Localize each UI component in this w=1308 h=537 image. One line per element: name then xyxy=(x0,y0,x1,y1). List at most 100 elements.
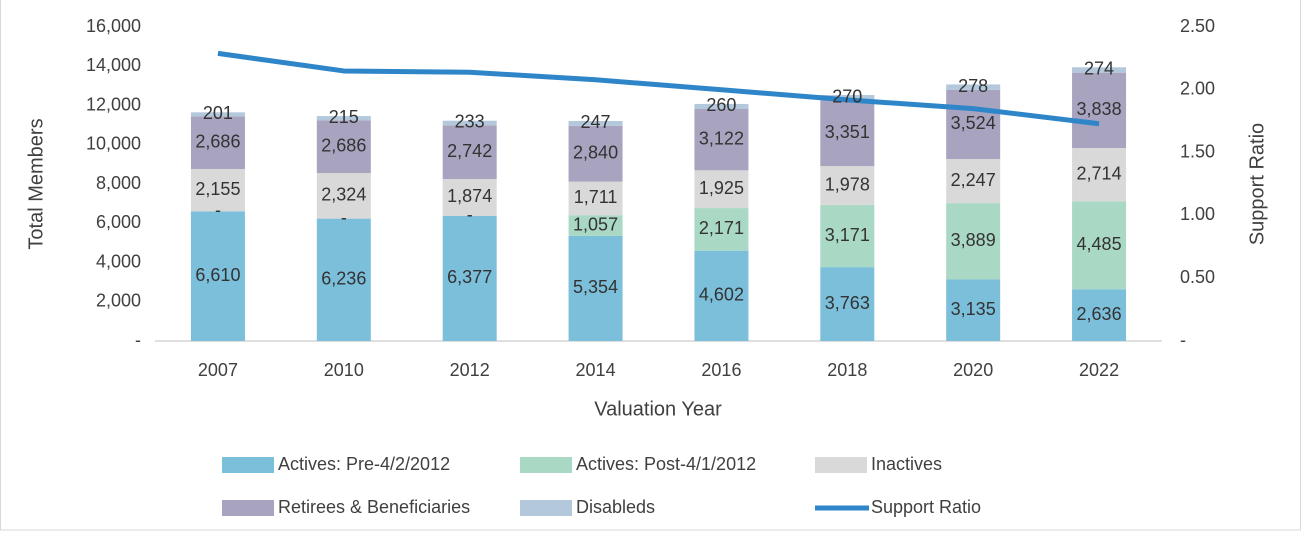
data-label: 1,057 xyxy=(573,214,618,234)
data-label: 2,742 xyxy=(447,141,492,161)
data-label: - xyxy=(467,205,473,225)
legend-swatch xyxy=(520,457,572,473)
data-label: 2,840 xyxy=(573,142,618,162)
x-tick-label: 2020 xyxy=(953,360,993,380)
legend-swatch xyxy=(222,500,274,516)
data-label: 6,610 xyxy=(195,265,240,285)
data-label: 270 xyxy=(832,86,862,106)
legend-label: Inactives xyxy=(871,454,942,474)
y2-tick-label: 2.00 xyxy=(1180,79,1215,99)
data-label: 3,351 xyxy=(825,122,870,142)
bar-segment xyxy=(946,159,1001,204)
data-label: 233 xyxy=(455,112,485,132)
legend-label: Support Ratio xyxy=(871,497,981,517)
y2-tick-label: 1.50 xyxy=(1180,141,1215,161)
data-label: 1,711 xyxy=(574,187,618,207)
bar-segment xyxy=(694,250,749,341)
bar-segment xyxy=(190,168,245,212)
y-tick-label: 2,000 xyxy=(96,291,141,311)
bar-segment xyxy=(190,112,245,117)
data-label: 2,247 xyxy=(951,170,996,190)
x-axis-title: Valuation Year xyxy=(594,398,722,420)
bar-segment xyxy=(694,208,749,251)
bar-segment xyxy=(568,235,623,341)
x-tick-label: 2014 xyxy=(576,360,616,380)
data-label: 2,171 xyxy=(699,218,744,238)
y-tick-label: 4,000 xyxy=(96,251,141,271)
data-label: 274 xyxy=(1084,59,1114,79)
y2-tick-label: 1.00 xyxy=(1180,204,1215,224)
data-label: 3,524 xyxy=(951,113,996,133)
data-label: 2,686 xyxy=(321,135,366,155)
bar-segment xyxy=(568,181,623,216)
data-label: 3,171 xyxy=(825,225,870,245)
bar-segment xyxy=(1072,72,1127,148)
data-label: 6,236 xyxy=(321,269,366,289)
data-label: 201 xyxy=(203,103,233,123)
x-tick-label: 2012 xyxy=(450,360,490,380)
bar-segment xyxy=(694,170,749,209)
x-tick-label: 2010 xyxy=(324,360,364,380)
y-tick-label: 12,000 xyxy=(86,94,141,114)
legend-label: Retirees & Beneficiaries xyxy=(278,497,470,517)
y-tick-label: 16,000 xyxy=(86,16,141,36)
legend-swatch xyxy=(520,500,572,516)
legend-label: Actives: Pre-4/2/2012 xyxy=(278,454,450,474)
x-tick-label: 2007 xyxy=(198,360,238,380)
bar-segment xyxy=(316,120,371,174)
data-label: 2,686 xyxy=(195,131,240,151)
data-label: 3,763 xyxy=(825,293,870,313)
y2-tick-label: 0.50 xyxy=(1180,267,1215,287)
y2-tick-label: 2.50 xyxy=(1180,16,1215,36)
data-label: 3,135 xyxy=(951,299,996,319)
bar-segment xyxy=(694,103,749,110)
data-label: 5,354 xyxy=(573,277,618,297)
data-label: 4,485 xyxy=(1077,234,1122,254)
y2-axis-title: Support Ratio xyxy=(1246,123,1268,245)
data-label: 215 xyxy=(329,107,359,127)
bar-segment xyxy=(442,125,497,180)
y-axis-title: Total Members xyxy=(25,118,47,249)
y-tick-label: - xyxy=(135,330,141,350)
bar-segment xyxy=(316,116,371,121)
data-label: - xyxy=(215,200,221,220)
bar-segment xyxy=(316,173,371,219)
bar-segment xyxy=(568,125,623,182)
y-tick-label: 6,000 xyxy=(96,212,141,232)
bar-segment xyxy=(820,267,875,341)
bar-segment xyxy=(946,84,1001,90)
data-label: 2,636 xyxy=(1077,304,1122,324)
data-label: 2,714 xyxy=(1077,163,1122,183)
data-label: 1,925 xyxy=(699,178,744,198)
data-label: 1,874 xyxy=(447,186,492,206)
data-label: 2,324 xyxy=(321,185,366,205)
bar-segment xyxy=(316,218,371,341)
x-tick-label: 2018 xyxy=(827,360,867,380)
x-tick-label: 2016 xyxy=(701,360,741,380)
bar-segment xyxy=(820,204,875,268)
bar-segment xyxy=(1072,67,1127,73)
line-series xyxy=(217,50,1100,127)
data-label: 260 xyxy=(706,95,736,115)
bar-segment xyxy=(568,121,623,126)
data-label: 4,602 xyxy=(699,285,744,305)
data-label: 247 xyxy=(581,112,611,132)
bar-segment xyxy=(694,109,749,171)
y-tick-label: 14,000 xyxy=(86,55,141,75)
legend-swatch xyxy=(815,457,867,473)
data-label: 3,838 xyxy=(1077,99,1122,119)
bar-segment xyxy=(820,166,875,205)
bar-segment xyxy=(946,89,1001,160)
bar-segment xyxy=(946,279,1001,341)
bar-segment xyxy=(442,120,497,126)
bar-segment xyxy=(442,215,497,341)
legend-label: Actives: Post-4/1/2012 xyxy=(576,454,756,474)
bar-segment xyxy=(1072,289,1127,341)
legend-label: Disableds xyxy=(576,497,655,517)
y2-tick-label: - xyxy=(1180,330,1186,350)
bar-segment xyxy=(820,100,875,167)
data-label: 278 xyxy=(958,76,988,96)
bar-segment xyxy=(946,203,1001,280)
y-tick-label: 10,000 xyxy=(86,134,141,154)
